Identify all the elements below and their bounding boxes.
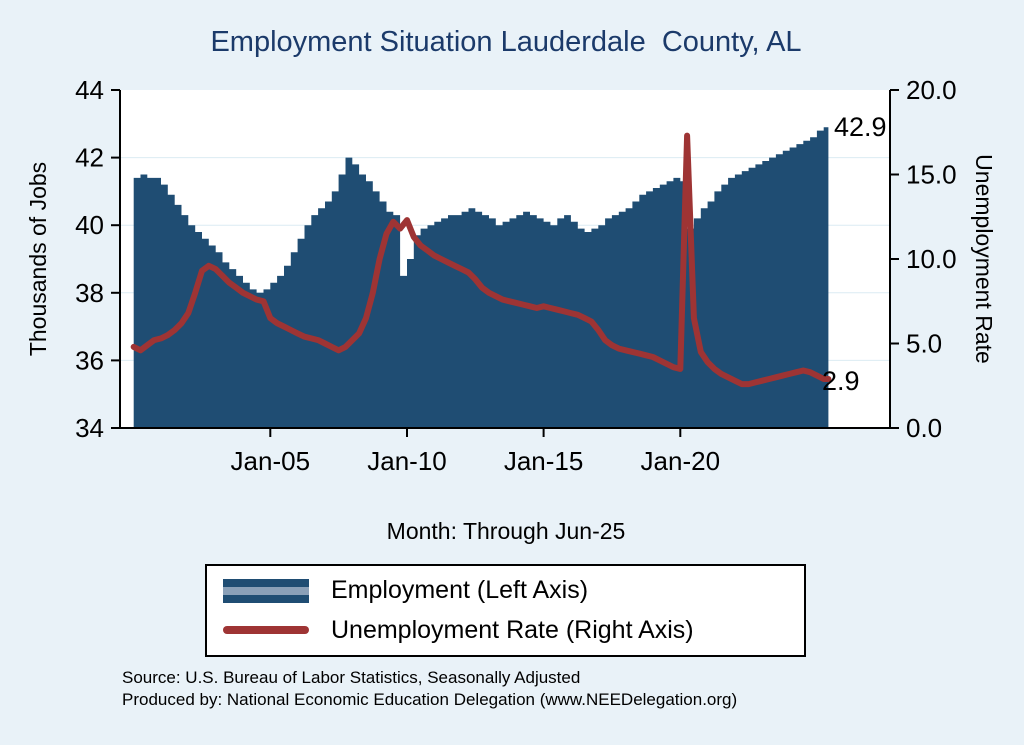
- source-line: Source: U.S. Bureau of Labor Statistics,…: [122, 668, 581, 687]
- svg-text:38: 38: [75, 278, 104, 308]
- x-axis-title: Month: Through Jun-25: [386, 518, 626, 544]
- svg-text:34: 34: [75, 413, 104, 443]
- source-attribution: Source: U.S. Bureau of Labor Statistics,…: [122, 667, 737, 711]
- svg-text:20.0: 20.0: [906, 75, 957, 105]
- svg-text:Jan-05: Jan-05: [231, 446, 311, 476]
- right-axis-title: Unemployment Rate: [971, 154, 997, 364]
- chart-plot-area: 34 36 38 40 42 44 0.0 5.0 10.0 15.0 20.0 Jan-05 Jan-…: [75, 75, 957, 476]
- svg-text:15.0: 15.0: [906, 160, 957, 190]
- svg-text:Jan-10: Jan-10: [367, 446, 447, 476]
- legend-label-employment: Employment (Left Axis): [331, 576, 589, 605]
- svg-text:10.0: 10.0: [906, 244, 957, 274]
- svg-text:5.0: 5.0: [906, 329, 942, 359]
- svg-text:0.0: 0.0: [906, 413, 942, 443]
- employment-end-value-label: 42.9: [834, 112, 887, 142]
- svg-text:Jan-20: Jan-20: [641, 446, 721, 476]
- employment-swatch-stripe: [223, 586, 309, 595]
- svg-text:42: 42: [75, 143, 104, 173]
- svg-text:44: 44: [75, 75, 104, 105]
- svg-text:40: 40: [75, 210, 104, 240]
- unemployment-end-value-label: 2.9: [822, 366, 860, 396]
- legend-label-unemployment: Unemployment Rate (Right Axis): [331, 615, 694, 644]
- chart-title: Employment Situation Lauderdale County, …: [210, 26, 802, 58]
- legend-item-employment: Employment (Left Axis): [223, 576, 804, 605]
- legend-item-unemployment: Unemployment Rate (Right Axis): [223, 616, 804, 645]
- produced-by-line: Produced by: National Economic Education…: [122, 690, 738, 709]
- left-axis-title: Thousands of Jobs: [25, 161, 51, 357]
- chart-legend: Employment (Left Axis) Unemployment Rate…: [205, 564, 806, 657]
- employment-area-swatch: [223, 578, 309, 603]
- svg-text:36: 36: [75, 345, 104, 375]
- unemployment-line-swatch: [223, 626, 309, 635]
- svg-text:Jan-15: Jan-15: [504, 446, 584, 476]
